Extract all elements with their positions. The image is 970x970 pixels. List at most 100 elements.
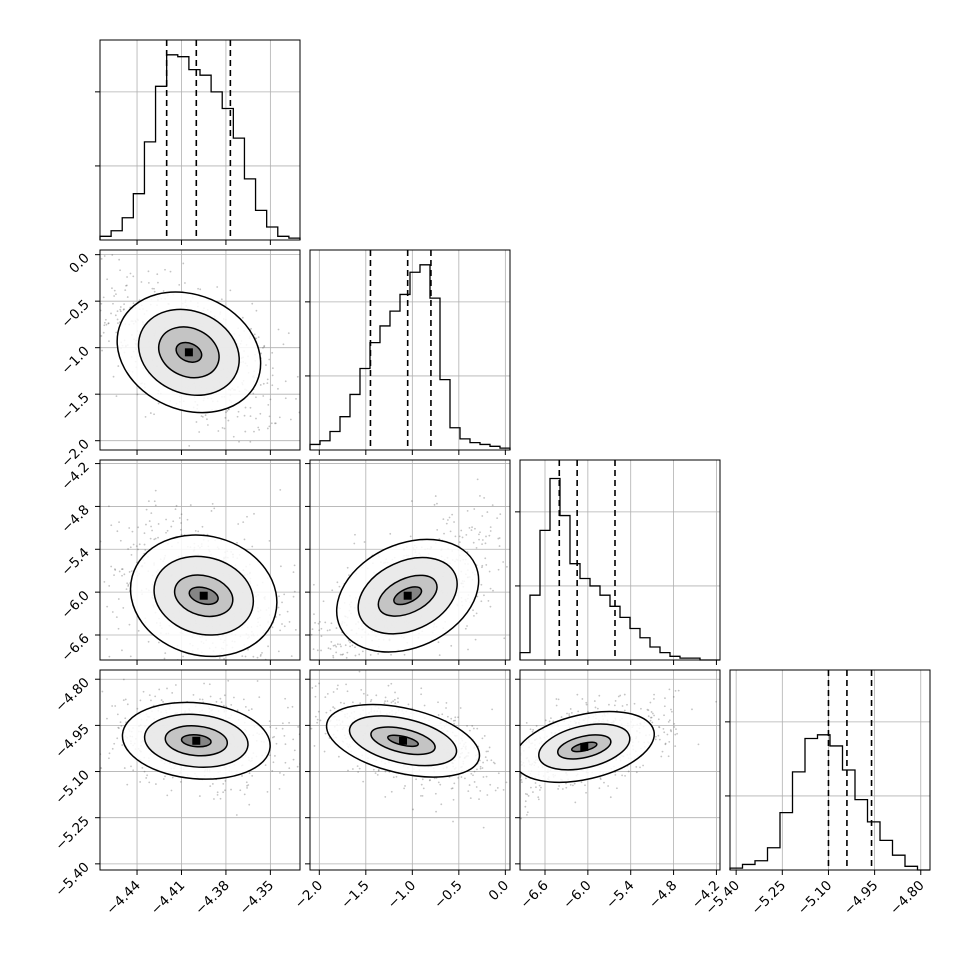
scatter-point (266, 382, 269, 385)
scatter-point (306, 628, 308, 630)
scatter-point (199, 698, 201, 701)
scatter-point (445, 702, 448, 704)
scatter-point (247, 784, 250, 786)
scatter-point (271, 351, 274, 354)
scatter-point (153, 290, 156, 293)
scatter-point (526, 811, 529, 814)
scatter-point (111, 254, 114, 256)
scatter-point (480, 782, 482, 784)
scatter-point (145, 777, 148, 779)
density-peak (184, 348, 193, 357)
scatter-point (327, 647, 330, 650)
scatter-point (333, 707, 336, 710)
scatter-point (651, 712, 654, 715)
scatter-point (470, 529, 473, 532)
scatter-point (585, 701, 588, 704)
scatter-point (266, 378, 269, 381)
scatter-point (126, 582, 129, 585)
scatter-point (490, 752, 492, 754)
scatter-point (273, 688, 275, 690)
scatter-point (281, 623, 283, 625)
scatter-point (272, 761, 275, 764)
scatter-point (449, 530, 452, 533)
scatter-point (330, 641, 333, 643)
scatter-point (312, 583, 315, 586)
scatter-point (200, 671, 202, 673)
scatter-point (111, 287, 113, 290)
scatter-point (71, 294, 73, 296)
scatter-point (369, 672, 371, 674)
panel-content (71, 254, 325, 447)
scatter-point (88, 738, 90, 740)
scatter-point (201, 525, 204, 528)
scatter-point (528, 521, 530, 523)
scatter-point (215, 700, 218, 703)
scatter-point (496, 753, 498, 755)
scatter-point (531, 730, 534, 733)
scatter-point (267, 404, 270, 406)
scatter-point (585, 703, 588, 706)
scatter-point (172, 520, 175, 523)
scatter-point (454, 719, 457, 722)
scatter-point (164, 775, 166, 778)
scatter-point (481, 767, 484, 769)
scatter-point (165, 661, 167, 663)
scatter-point (118, 570, 121, 573)
scatter-point (377, 769, 380, 771)
scatter-point (272, 703, 274, 705)
scatter-point (307, 670, 309, 672)
scatter-point (312, 648, 315, 651)
scatter-point (390, 790, 393, 793)
scatter-point (103, 255, 106, 257)
scatter-point (126, 276, 128, 278)
x-tick-label: −6.6 (517, 878, 551, 912)
scatter-point (310, 727, 313, 730)
scatter-point (490, 759, 493, 762)
scatter-point (529, 813, 531, 815)
scatter-point (148, 781, 151, 784)
scatter-point (358, 670, 361, 673)
scatter-point (403, 653, 406, 656)
scatter-point (282, 753, 284, 755)
scatter-point (239, 789, 242, 792)
scatter-point (422, 787, 425, 790)
scatter-point (476, 595, 479, 598)
scatter-point (127, 583, 130, 586)
scatter-point (555, 698, 558, 700)
scatter-point (139, 781, 142, 783)
scatter-point (286, 757, 288, 759)
scatter-point (323, 423, 325, 425)
scatter-point (599, 777, 602, 779)
scatter-point (572, 784, 574, 787)
scatter-point (216, 794, 219, 796)
scatter-point (328, 629, 331, 631)
scatter-point (621, 774, 623, 777)
scatter-point (654, 738, 657, 741)
scatter-point (395, 775, 398, 778)
scatter-point (198, 676, 200, 678)
scatter-point (529, 783, 531, 785)
scatter-point (647, 709, 650, 712)
scatter-point (617, 695, 620, 698)
scatter-point (123, 308, 125, 311)
scatter-point (674, 733, 677, 736)
scatter-point (394, 702, 397, 705)
scatter-point (267, 645, 269, 648)
scatter-point (410, 500, 413, 502)
scatter-point (284, 743, 287, 746)
scatter-point (453, 521, 455, 523)
histogram-2 (519, 477, 720, 661)
scatter-point (489, 605, 492, 608)
scatter-point (434, 792, 437, 795)
scatter-point (321, 675, 323, 677)
scatter-point (54, 629, 56, 631)
scatter-point (157, 523, 160, 525)
scatter-point (494, 789, 497, 792)
scatter-point (697, 743, 700, 746)
scatter-point (313, 782, 315, 784)
scatter-point (153, 287, 155, 290)
scatter-point (287, 706, 289, 709)
scatter-point (457, 776, 460, 779)
contour-line (520, 710, 656, 784)
scatter-point (291, 688, 293, 690)
